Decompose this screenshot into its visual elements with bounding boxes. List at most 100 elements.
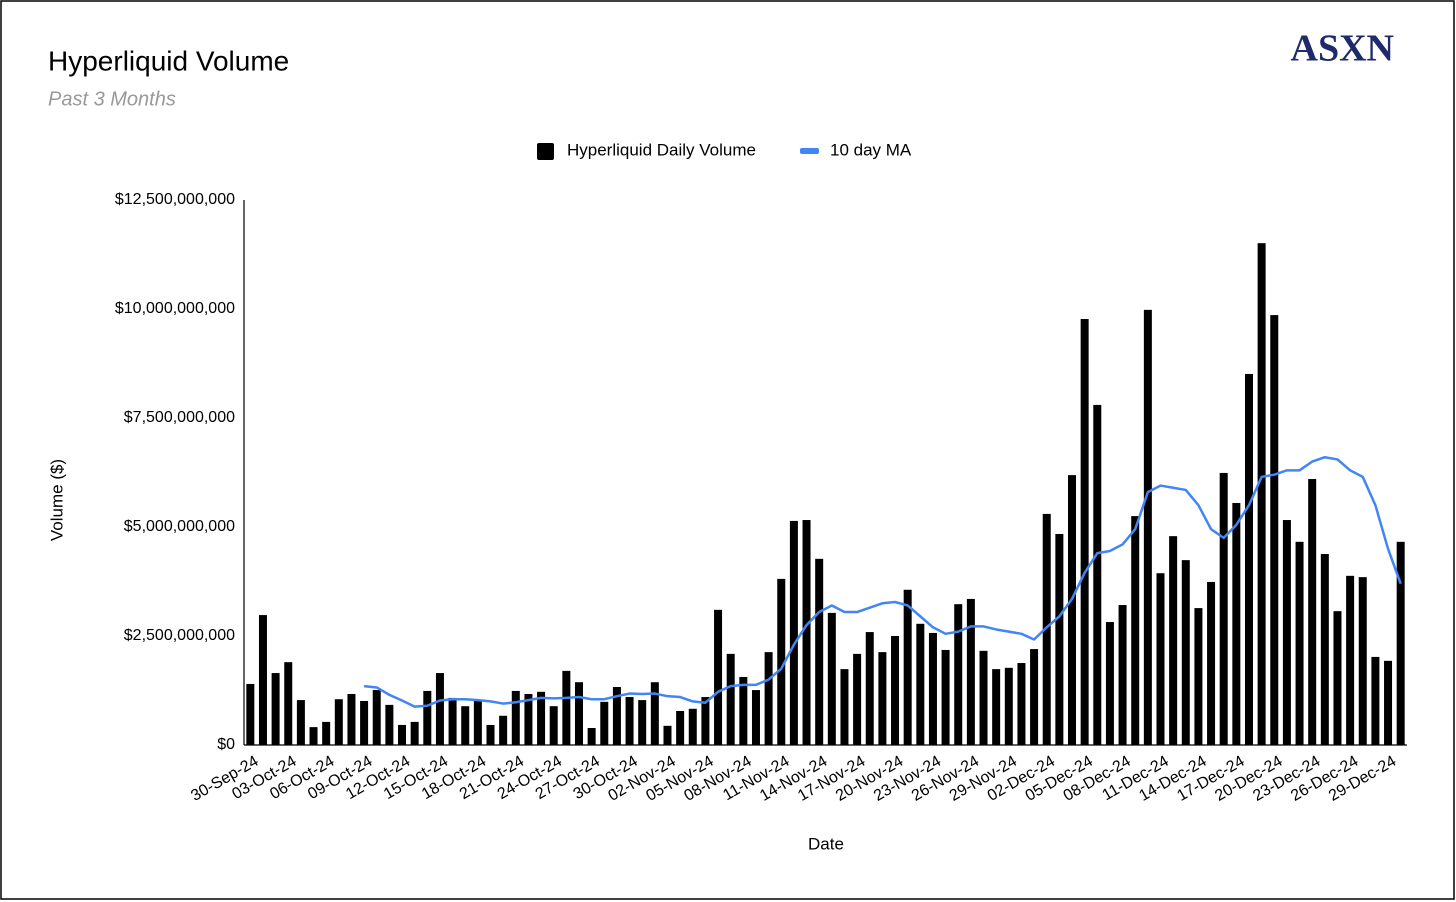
bar (372, 690, 381, 745)
bar (1232, 503, 1241, 745)
bar (739, 676, 748, 745)
bar (1384, 660, 1393, 745)
legend-label: 10 day MA (830, 140, 912, 159)
y-tick-label: $0 (217, 736, 235, 753)
bar (1396, 541, 1405, 745)
bar (612, 687, 621, 745)
bar (271, 673, 280, 745)
bar (1105, 622, 1114, 745)
bar (1207, 581, 1216, 745)
bar (1194, 608, 1203, 745)
bar (954, 604, 963, 745)
bar (1131, 516, 1140, 745)
bar (385, 704, 394, 745)
bar (435, 673, 444, 745)
bar (562, 670, 571, 745)
bar (853, 653, 862, 745)
bar (574, 682, 583, 745)
bar (979, 650, 988, 745)
bar (1017, 663, 1026, 745)
bar (650, 682, 659, 745)
bar (840, 669, 849, 745)
bar (1219, 472, 1228, 745)
y-tick-label: $10,000,000,000 (115, 300, 235, 317)
bar (941, 649, 950, 745)
bar (865, 632, 874, 745)
bar (663, 725, 672, 745)
bar (891, 636, 900, 745)
bar (296, 700, 305, 745)
chart-subtitle: Past 3 Months (48, 88, 176, 110)
bar (1346, 575, 1355, 745)
bar (448, 697, 457, 745)
y-tick-label: $7,500,000,000 (124, 409, 235, 426)
bar (461, 706, 470, 745)
bar (284, 662, 293, 745)
bar (928, 632, 937, 745)
bar (701, 697, 710, 745)
bar (246, 683, 255, 745)
bar (309, 727, 318, 745)
bar (473, 700, 482, 745)
bar (1093, 404, 1102, 745)
bar (1270, 315, 1279, 745)
legend-swatch (800, 148, 819, 154)
bar (1156, 573, 1165, 745)
bar (1371, 656, 1380, 745)
bar (1068, 475, 1077, 745)
bar (1282, 520, 1291, 745)
bar (1004, 667, 1013, 745)
bar (537, 691, 546, 745)
bar (524, 693, 533, 745)
bar (322, 721, 331, 745)
bar (1143, 309, 1152, 745)
y-axis-label: Volume ($) (47, 459, 66, 541)
bar (726, 653, 735, 745)
bar (549, 706, 558, 745)
bar (1320, 554, 1329, 745)
bar (1333, 611, 1342, 745)
legend-swatch (537, 143, 554, 160)
bar (802, 520, 811, 745)
bar (676, 710, 685, 745)
y-tick-label: $12,500,000,000 (115, 191, 235, 208)
bar (751, 690, 760, 745)
y-tick-label: $2,500,000,000 (124, 627, 235, 644)
bar (966, 598, 975, 745)
bar (334, 699, 343, 745)
bar (398, 724, 407, 745)
ma-line (363, 455, 1402, 708)
bar (638, 700, 647, 745)
bar (1308, 479, 1317, 745)
bar (360, 700, 369, 745)
bar (511, 690, 520, 745)
bar (587, 727, 596, 745)
bar (1080, 319, 1089, 745)
bar (1181, 560, 1190, 745)
bar (878, 652, 887, 745)
y-tick-label: $5,000,000,000 (124, 518, 235, 535)
x-axis-label: Date (808, 834, 844, 853)
bar (777, 578, 786, 745)
bar (1295, 541, 1304, 745)
bar (347, 693, 356, 745)
bar (1257, 243, 1266, 745)
bar (1055, 533, 1064, 745)
bar (600, 701, 609, 745)
bar (764, 652, 773, 745)
bar (423, 690, 432, 745)
bar (499, 715, 508, 745)
brand-logo: ASXN (1291, 28, 1394, 70)
bar (903, 589, 912, 745)
bar (1118, 605, 1127, 745)
bar (992, 669, 1001, 745)
bar (1244, 373, 1253, 745)
bar (714, 609, 723, 745)
bar (789, 520, 798, 745)
bar (916, 623, 925, 745)
bar (486, 724, 495, 745)
bar (688, 708, 697, 745)
